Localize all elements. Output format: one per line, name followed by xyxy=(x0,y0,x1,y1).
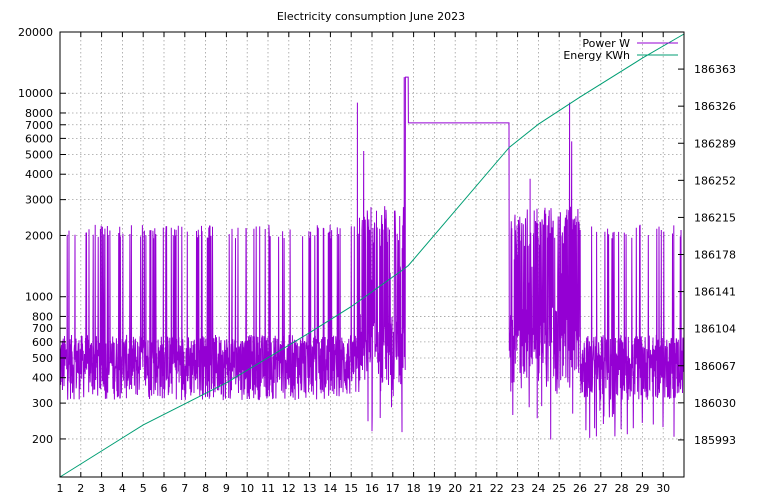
x-tick-label: 20 xyxy=(448,482,462,495)
chart-title: Electricity consumption June 2023 xyxy=(277,10,465,23)
legend-label-energy: Energy KWh xyxy=(563,49,630,62)
y-left-tick-label: 600 xyxy=(32,336,53,349)
y-right-tick-label: 186363 xyxy=(694,63,736,76)
y-left-tick-label: 200 xyxy=(32,433,53,446)
x-tick-label: 11 xyxy=(261,482,275,495)
y-right-tick-label: 186178 xyxy=(694,249,736,262)
x-tick-label: 1 xyxy=(57,482,64,495)
x-tick-label: 9 xyxy=(223,482,230,495)
y-left-tick-label: 7000 xyxy=(25,119,53,132)
x-tick-label: 8 xyxy=(202,482,209,495)
x-tick-label: 22 xyxy=(490,482,504,495)
y-right-tick-label: 186104 xyxy=(694,323,736,336)
x-tick-label: 4 xyxy=(119,482,126,495)
legend-label-power: Power W xyxy=(582,37,630,50)
series-power-w xyxy=(59,76,685,440)
x-tick-label: 21 xyxy=(469,482,483,495)
y-left-tick-label: 1000 xyxy=(25,291,53,304)
y-left-tick-label: 2000 xyxy=(25,229,53,242)
legend: Power W Energy KWh xyxy=(563,37,678,62)
y-left-tick-label: 10000 xyxy=(18,87,53,100)
y-right-tick-label: 186067 xyxy=(694,360,736,373)
y-left-tick-label: 3000 xyxy=(25,194,53,207)
series-line-power-w xyxy=(59,76,685,440)
x-tick-label: 23 xyxy=(511,482,525,495)
x-tick-label: 17 xyxy=(386,482,400,495)
y-left-tick-label: 20000 xyxy=(18,26,53,39)
y-left-tick-label: 6000 xyxy=(25,132,53,145)
x-tick-label: 26 xyxy=(573,482,587,495)
x-tick-label: 5 xyxy=(140,482,147,495)
x-tick-label: 27 xyxy=(594,482,608,495)
y-left-tick-label: 500 xyxy=(32,352,53,365)
y-right-tick-label: 186289 xyxy=(694,137,736,150)
y-left-tick-label: 700 xyxy=(32,322,53,335)
x-tick-label: 3 xyxy=(98,482,105,495)
x-tick-label: 30 xyxy=(656,482,670,495)
x-tick-label: 10 xyxy=(240,482,254,495)
y-axis-right: 185993 186030 186067 186104 186141 186178 1862… xyxy=(678,63,736,447)
y-right-tick-label: 186215 xyxy=(694,211,736,224)
x-tick-label: 24 xyxy=(531,482,545,495)
x-tick-label: 12 xyxy=(282,482,296,495)
y-left-tick-label: 300 xyxy=(32,397,53,410)
x-tick-label: 29 xyxy=(635,482,649,495)
series-energy-kwh xyxy=(59,33,685,478)
x-tick-label: 13 xyxy=(303,482,317,495)
y-left-tick-label: 400 xyxy=(32,372,53,385)
y-right-tick-label: 185993 xyxy=(694,434,736,447)
y-left-tick-label: 5000 xyxy=(25,148,53,161)
x-tick-label: 7 xyxy=(181,482,188,495)
x-tick-label: 18 xyxy=(407,482,421,495)
x-tick-label: 16 xyxy=(365,482,379,495)
x-tick-label: 2 xyxy=(77,482,84,495)
y-left-tick-label: 8000 xyxy=(25,107,53,120)
y-right-tick-label: 186030 xyxy=(694,397,736,410)
x-tick-label: 15 xyxy=(344,482,358,495)
x-axis: 1 2 3 4 5 6 7 8 9 10 11 12 13 14 15 16 17 18 19 20 21 22 23 24 2… xyxy=(57,32,670,495)
y-right-tick-label: 186326 xyxy=(694,100,736,113)
x-tick-label: 6 xyxy=(161,482,168,495)
x-tick-label: 28 xyxy=(615,482,629,495)
x-tick-label: 25 xyxy=(552,482,566,495)
x-tick-label: 14 xyxy=(323,482,337,495)
y-left-tick-label: 4000 xyxy=(25,168,53,181)
x-tick-label: 19 xyxy=(427,482,441,495)
series-line-energy-kwh xyxy=(59,33,685,478)
y-right-tick-label: 186141 xyxy=(694,286,736,299)
y-left-tick-label: 800 xyxy=(32,310,53,323)
y-right-tick-label: 186252 xyxy=(694,174,736,187)
